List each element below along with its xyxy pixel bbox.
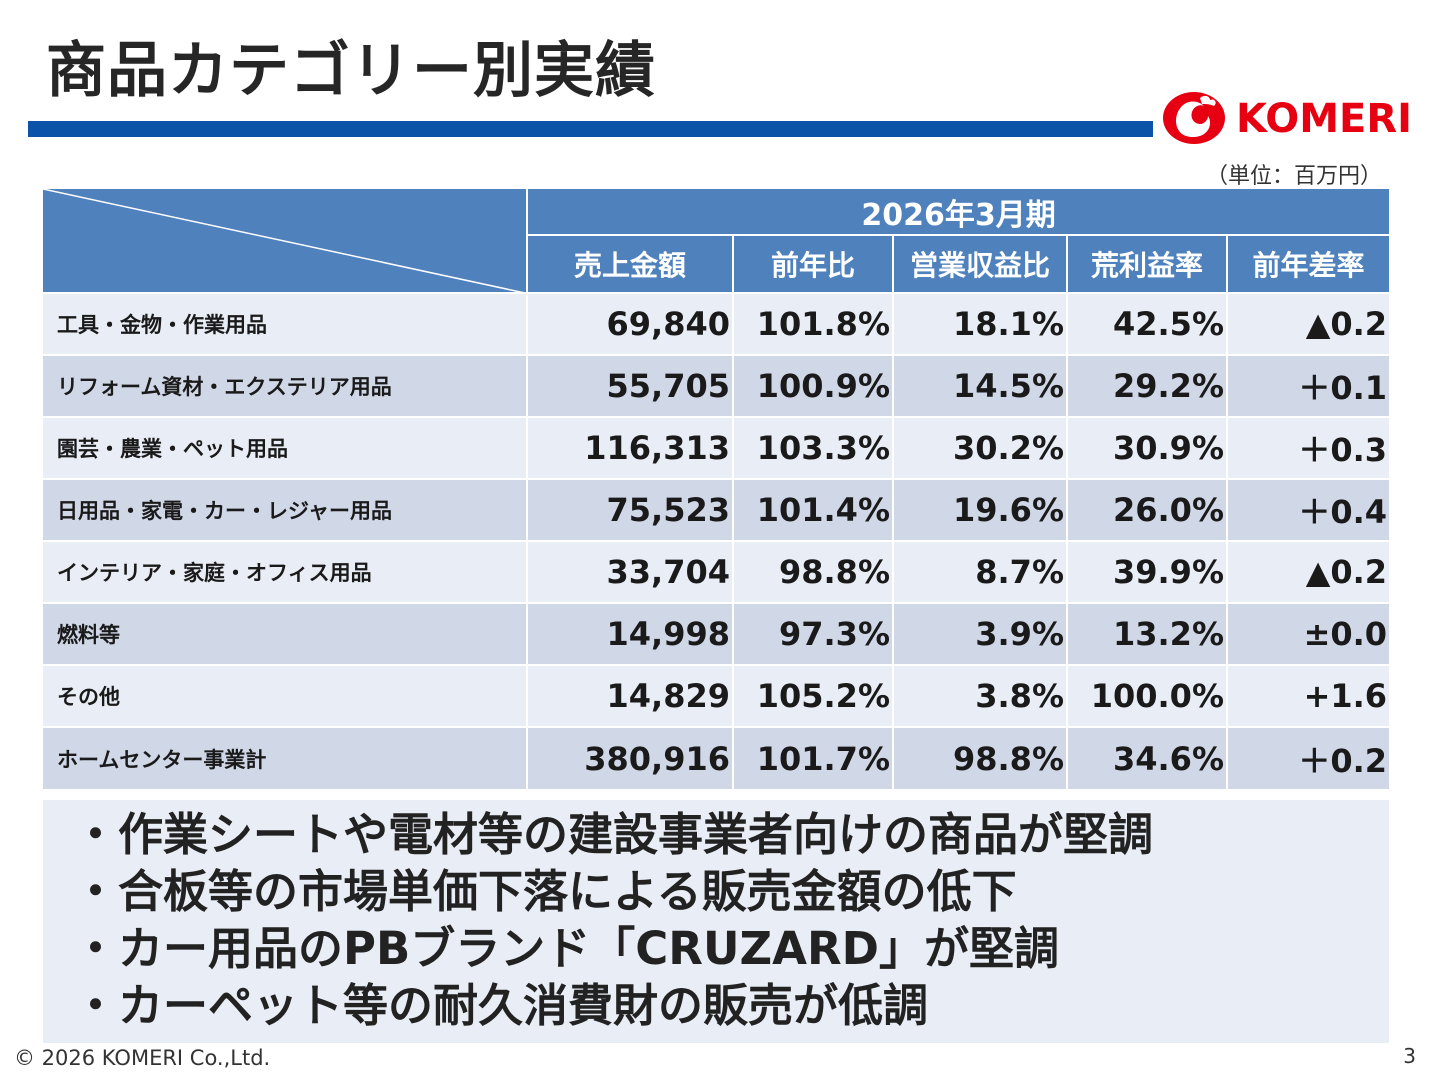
- category-performance-table: 2026年3月期 売上金額 前年比 営業収益比 荒利益率 前年差率 工具・金物・…: [43, 189, 1390, 789]
- page-title: 商品カテゴリー別実績: [46, 36, 656, 106]
- yoy-diff-value: ▲0.2: [1227, 292, 1390, 355]
- column-header-revenue-share: 営業収益比: [893, 235, 1068, 293]
- unit-label: （単位：百万円）: [1205, 164, 1382, 189]
- revenue-share-value: 8.7%: [893, 540, 1068, 603]
- revenue-share-value: 3.8%: [893, 664, 1068, 727]
- revenue-share-value: 30.2%: [893, 416, 1068, 479]
- sales-value: 75,523: [527, 478, 734, 541]
- komeri-logo: KOMERI: [1160, 90, 1413, 146]
- title-underline: [28, 121, 1153, 137]
- table-row: 日用品・家電・カー・レジャー用品 75,523 101.4% 19.6% 26.…: [43, 478, 1390, 541]
- sales-value: 116,313: [527, 416, 734, 479]
- comment-item: ・合板等の市場単価下落による販売金額の低下: [73, 865, 1017, 918]
- gross-margin-value: 29.2%: [1067, 354, 1228, 417]
- revenue-share-value: 98.8%: [893, 726, 1068, 789]
- logo-wordmark: KOMERI: [1236, 96, 1413, 142]
- sales-value: 14,829: [527, 664, 734, 727]
- yoy-diff-value: +1.6: [1227, 664, 1390, 727]
- gross-margin-value: 34.6%: [1067, 726, 1228, 789]
- comments-box: ・作業シートや電材等の建設事業者向けの商品が堅調 ・合板等の市場単価下落による販…: [43, 800, 1389, 1043]
- gross-margin-value: 100.0%: [1067, 664, 1228, 727]
- yoy-diff-value: ＋0.1: [1227, 354, 1390, 417]
- category-label: 工具・金物・作業用品: [43, 292, 528, 355]
- yoy-diff-value: ＋0.2: [1227, 726, 1390, 789]
- category-label: 園芸・農業・ペット用品: [43, 416, 528, 479]
- yoy-diff-value: ＋0.3: [1227, 416, 1390, 479]
- diagonal-line: [43, 189, 526, 293]
- yoy-diff-value: ＋0.4: [1227, 478, 1390, 541]
- category-label: 日用品・家電・カー・レジャー用品: [43, 478, 528, 541]
- sales-value: 55,705: [527, 354, 734, 417]
- table-row: その他 14,829 105.2% 3.8% 100.0% +1.6: [43, 664, 1390, 727]
- column-header-yoy: 前年比: [733, 235, 894, 293]
- yoy-value: 105.2%: [733, 664, 894, 727]
- gross-margin-value: 13.2%: [1067, 602, 1228, 665]
- sales-value: 380,916: [527, 726, 734, 789]
- column-header-yoy-diff: 前年差率: [1227, 235, 1390, 293]
- table-row: リフォーム資材・エクステリア用品 55,705 100.9% 14.5% 29.…: [43, 354, 1390, 417]
- table-row: 燃料等 14,998 97.3% 3.9% 13.2% ±0.0: [43, 602, 1390, 665]
- sales-value: 14,998: [527, 602, 734, 665]
- yoy-value: 97.3%: [733, 602, 894, 665]
- category-label: リフォーム資材・エクステリア用品: [43, 354, 528, 417]
- comment-list: ・作業シートや電材等の建設事業者向けの商品が堅調 ・合板等の市場単価下落による販…: [43, 800, 1389, 1034]
- yoy-value: 101.8%: [733, 292, 894, 355]
- page-number: 3: [1403, 1044, 1416, 1068]
- gross-margin-value: 39.9%: [1067, 540, 1228, 603]
- revenue-share-value: 19.6%: [893, 478, 1068, 541]
- period-header: 2026年3月期: [527, 189, 1390, 236]
- rooster-logo-icon: [1163, 92, 1225, 144]
- revenue-share-value: 3.9%: [893, 602, 1068, 665]
- column-header-sales: 売上金額: [527, 235, 734, 293]
- comment-item: ・作業シートや電材等の建設事業者向けの商品が堅調: [73, 808, 1154, 861]
- comment-item: ・カー用品のPBブランド「CRUZARD」が堅調: [73, 922, 1059, 975]
- gross-margin-value: 30.9%: [1067, 416, 1228, 479]
- comment-item: ・カーペット等の耐久消費財の販売が低調: [73, 979, 929, 1032]
- yoy-diff-value: ▲0.2: [1227, 540, 1390, 603]
- header-corner-cell: [43, 189, 528, 293]
- category-label: インテリア・家庭・オフィス用品: [43, 540, 528, 603]
- category-label: 燃料等: [43, 602, 528, 665]
- yoy-value: 98.8%: [733, 540, 894, 603]
- yoy-value: 101.7%: [733, 726, 894, 789]
- gross-margin-value: 42.5%: [1067, 292, 1228, 355]
- table-row: 工具・金物・作業用品 69,840 101.8% 18.1% 42.5% ▲0.…: [43, 292, 1390, 355]
- yoy-value: 101.4%: [733, 478, 894, 541]
- sales-value: 33,704: [527, 540, 734, 603]
- table-row-total: ホームセンター事業計 380,916 101.7% 98.8% 34.6% ＋0…: [43, 726, 1390, 789]
- category-label: ホームセンター事業計: [43, 726, 528, 789]
- category-label: その他: [43, 664, 528, 727]
- copyright: © 2026 KOMERI Co.,Ltd.: [14, 1046, 271, 1070]
- revenue-share-value: 18.1%: [893, 292, 1068, 355]
- yoy-diff-value: ±0.0: [1227, 602, 1390, 665]
- table-row: 園芸・農業・ペット用品 116,313 103.3% 30.2% 30.9% ＋…: [43, 416, 1390, 479]
- table-row: インテリア・家庭・オフィス用品 33,704 98.8% 8.7% 39.9% …: [43, 540, 1390, 603]
- revenue-share-value: 14.5%: [893, 354, 1068, 417]
- yoy-value: 100.9%: [733, 354, 894, 417]
- gross-margin-value: 26.0%: [1067, 478, 1228, 541]
- sales-value: 69,840: [527, 292, 734, 355]
- column-header-gross-margin: 荒利益率: [1067, 235, 1228, 293]
- yoy-value: 103.3%: [733, 416, 894, 479]
